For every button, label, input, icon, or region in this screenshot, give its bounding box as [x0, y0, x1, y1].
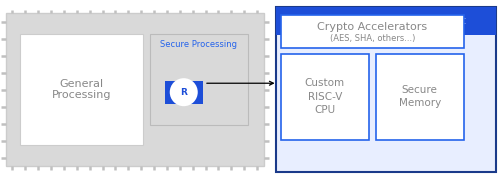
FancyBboxPatch shape [376, 54, 464, 140]
Text: Secure Processing: Secure Processing [160, 40, 237, 49]
Text: R: R [180, 88, 187, 97]
Ellipse shape [170, 78, 198, 106]
FancyBboxPatch shape [276, 7, 496, 35]
Text: Custom
RISC-V
CPU: Custom RISC-V CPU [304, 78, 345, 115]
FancyBboxPatch shape [150, 34, 248, 125]
Text: (AES, SHA, others...): (AES, SHA, others...) [330, 34, 415, 43]
FancyBboxPatch shape [276, 7, 496, 172]
FancyBboxPatch shape [6, 13, 264, 166]
Text: Secure
Memory: Secure Memory [398, 85, 441, 108]
Text: General
Processing: General Processing [52, 79, 111, 100]
Text: Crypto Accelerators: Crypto Accelerators [317, 22, 428, 32]
FancyBboxPatch shape [281, 54, 368, 140]
Text: CryptoManager Root of Trust: CryptoManager Root of Trust [306, 16, 466, 26]
FancyBboxPatch shape [281, 15, 464, 48]
FancyBboxPatch shape [165, 81, 202, 104]
FancyBboxPatch shape [20, 34, 142, 145]
